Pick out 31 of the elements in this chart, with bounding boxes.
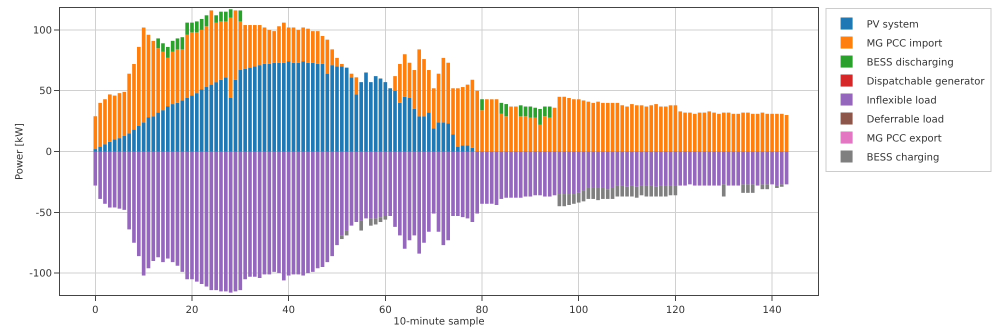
x-axis-title: 10-minute sample <box>393 316 485 328</box>
x-tick-label: 60 <box>378 305 392 316</box>
y-tick-label: 100 <box>32 25 52 36</box>
x-tick-label: 120 <box>666 305 685 316</box>
legend-label: Inflexible load <box>866 95 937 106</box>
legend-label: BESS charging <box>866 152 940 164</box>
legend-label: BESS discharging <box>866 57 954 68</box>
x-tick-label: 80 <box>476 305 488 316</box>
x-tick-label: 100 <box>569 305 588 316</box>
legend-label: PV system <box>866 19 919 30</box>
bar <box>480 99 484 110</box>
legend-label: Dispatchable generator <box>866 76 986 88</box>
bar <box>722 184 726 196</box>
legend-label: Deferrable load <box>866 114 944 126</box>
y-tick-label: 0 <box>46 147 52 158</box>
x-tick-label: 140 <box>762 305 782 316</box>
y-axis-title: Power [kW] <box>14 122 26 180</box>
legend-label: MG PCC export <box>866 133 942 144</box>
x-tick-label: 40 <box>282 305 296 316</box>
bar <box>359 220 363 231</box>
y-tick-label: -50 <box>36 208 52 219</box>
bar <box>238 10 242 22</box>
bar <box>354 77 358 94</box>
x-tick-label: 20 <box>186 305 198 316</box>
bar <box>350 74 354 78</box>
bar <box>344 230 348 236</box>
y-tick-label: 50 <box>39 86 52 98</box>
bar <box>340 235 344 240</box>
x-tick-label: 0 <box>92 305 98 316</box>
y-tick-label: -100 <box>29 268 52 280</box>
legend-label: MG PCC import <box>866 38 942 50</box>
